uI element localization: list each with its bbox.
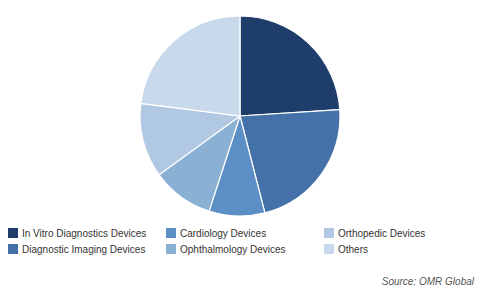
legend-swatch (166, 228, 176, 238)
pie-slice (240, 16, 340, 116)
legend-label: Others (338, 244, 368, 255)
legend-label: In Vitro Diagnostics Devices (22, 228, 146, 239)
legend-swatch (324, 244, 334, 254)
chart-svg: In Vitro Diagnostics Devices Diagnostic I… (0, 0, 480, 291)
legend-label: Ophthalmology Devices (180, 244, 286, 255)
legend-item: Others (324, 244, 368, 255)
legend-swatch (166, 244, 176, 254)
legend-item: Orthopedic Devices (324, 228, 425, 239)
legend-item: Diagnostic Imaging Devices (8, 244, 145, 255)
legend-item: Cardiology Devices (166, 228, 266, 239)
legend-label: Cardiology Devices (180, 228, 266, 239)
legend-swatch (324, 228, 334, 238)
legend-swatch (8, 244, 18, 254)
legend: In Vitro Diagnostics Devices Diagnostic I… (8, 228, 425, 255)
legend-swatch (8, 228, 18, 238)
chart-container: In Vitro Diagnostics Devices Diagnostic I… (0, 0, 480, 291)
pie-slice (141, 16, 240, 116)
legend-item: Ophthalmology Devices (166, 244, 286, 255)
legend-item: In Vitro Diagnostics Devices (8, 228, 146, 239)
annotation: Source: OMR Global (382, 276, 475, 287)
legend-label: Orthopedic Devices (338, 228, 425, 239)
pie (140, 16, 340, 216)
legend-label: Diagnostic Imaging Devices (22, 244, 145, 255)
